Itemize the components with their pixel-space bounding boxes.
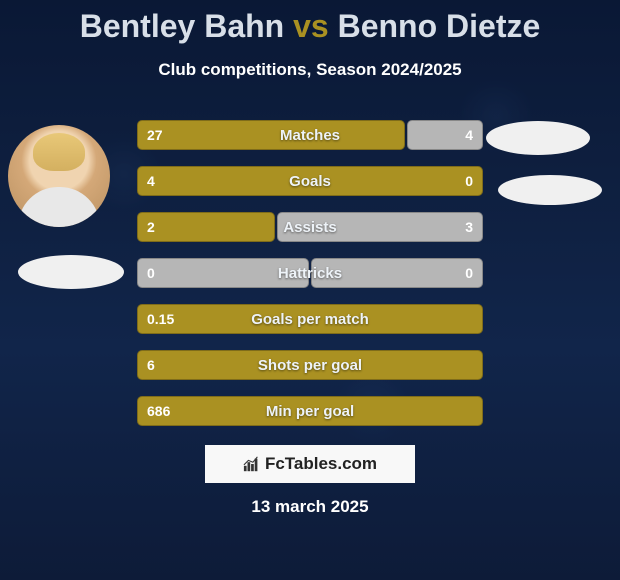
player2-spotlight-top [486, 121, 590, 155]
comparison-card: Bentley Bahn vs Benno Dietze Club compet… [0, 0, 620, 580]
subtitle: Club competitions, Season 2024/2025 [0, 60, 620, 80]
player2-name: Benno Dietze [338, 8, 541, 44]
player1-name: Bentley Bahn [80, 8, 284, 44]
stat-label: Shots per goal [137, 350, 483, 380]
stat-row: 274Matches [137, 118, 483, 152]
player1-avatar [8, 125, 110, 227]
stat-label: Hattricks [137, 258, 483, 288]
stat-row: 6Shots per goal [137, 348, 483, 382]
player1-spotlight [18, 255, 124, 289]
stat-label: Goals [137, 166, 483, 196]
page-title: Bentley Bahn vs Benno Dietze [0, 8, 620, 45]
stat-label: Goals per match [137, 304, 483, 334]
stat-row: 23Assists [137, 210, 483, 244]
stat-row: 0.15Goals per match [137, 302, 483, 336]
stat-label: Min per goal [137, 396, 483, 426]
watermark: FcTables.com [205, 445, 415, 483]
stat-row: 686Min per goal [137, 394, 483, 428]
date: 13 march 2025 [0, 497, 620, 517]
stat-label: Matches [137, 120, 483, 150]
stat-row: 40Goals [137, 164, 483, 198]
vs-text: vs [293, 8, 329, 44]
stats-container: 274Matches 40Goals 23Assists 00Hattricks 0.1… [137, 118, 483, 440]
bar-chart-icon [243, 455, 261, 473]
watermark-text: FcTables.com [265, 454, 377, 474]
stat-row: 00Hattricks [137, 256, 483, 290]
stat-label: Assists [137, 212, 483, 242]
player2-spotlight-bottom [498, 175, 602, 205]
